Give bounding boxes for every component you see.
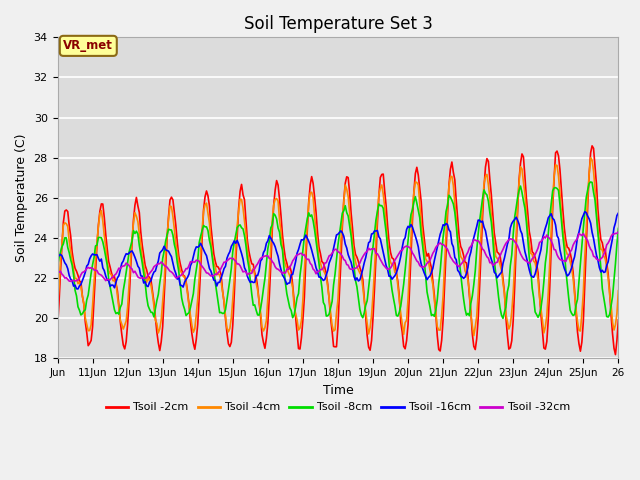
Tsoil -4cm	[444, 204, 451, 209]
Tsoil -4cm	[614, 288, 622, 294]
Line: Tsoil -2cm: Tsoil -2cm	[58, 146, 618, 355]
Tsoil -4cm	[67, 249, 74, 254]
Tsoil -16cm	[286, 280, 294, 286]
Tsoil -16cm	[54, 253, 61, 259]
Tsoil -2cm	[67, 233, 74, 239]
Tsoil -32cm	[428, 254, 435, 260]
Tsoil -8cm	[284, 298, 292, 304]
Line: Tsoil -4cm: Tsoil -4cm	[58, 157, 618, 336]
Tsoil -2cm	[284, 267, 292, 273]
Tsoil -4cm	[426, 267, 434, 273]
Tsoil -2cm	[588, 143, 596, 149]
Tsoil -16cm	[445, 227, 452, 233]
Tsoil -8cm	[426, 304, 434, 310]
Tsoil -32cm	[286, 264, 294, 270]
Legend: Tsoil -2cm, Tsoil -4cm, Tsoil -8cm, Tsoil -16cm, Tsoil -32cm: Tsoil -2cm, Tsoil -4cm, Tsoil -8cm, Tsoi…	[101, 398, 575, 417]
Tsoil -32cm	[54, 268, 61, 274]
Tsoil -2cm	[614, 317, 622, 323]
Line: Tsoil -32cm: Tsoil -32cm	[58, 232, 618, 281]
Tsoil -32cm	[68, 278, 76, 284]
Line: Tsoil -16cm: Tsoil -16cm	[58, 212, 618, 289]
Tsoil -16cm	[428, 270, 435, 276]
Tsoil -16cm	[67, 276, 74, 282]
Tsoil -8cm	[350, 264, 358, 269]
Tsoil -8cm	[67, 257, 74, 263]
Tsoil -16cm	[105, 278, 113, 284]
Tsoil -32cm	[614, 229, 622, 235]
Tsoil -8cm	[614, 226, 622, 231]
Text: VR_met: VR_met	[63, 39, 113, 52]
Tsoil -32cm	[67, 278, 74, 284]
Line: Tsoil -8cm: Tsoil -8cm	[58, 182, 618, 318]
X-axis label: Time: Time	[323, 384, 353, 396]
Tsoil -16cm	[614, 210, 622, 216]
Tsoil -4cm	[54, 300, 61, 306]
Tsoil -2cm	[103, 246, 111, 252]
Tsoil -4cm	[284, 269, 292, 275]
Tsoil -2cm	[426, 259, 434, 265]
Tsoil -16cm	[74, 286, 82, 292]
Tsoil -2cm	[612, 352, 620, 358]
Tsoil -2cm	[444, 212, 451, 218]
Tsoil -8cm	[103, 262, 111, 268]
Tsoil -16cm	[581, 209, 589, 215]
Tsoil -4cm	[470, 333, 477, 338]
Tsoil -8cm	[54, 264, 61, 269]
Tsoil -4cm	[587, 155, 595, 160]
Tsoil -4cm	[350, 251, 358, 257]
Tsoil -32cm	[105, 277, 113, 283]
Tsoil -2cm	[350, 243, 358, 249]
Tsoil -8cm	[499, 315, 507, 321]
Y-axis label: Soil Temperature (C): Soil Temperature (C)	[15, 133, 28, 262]
Tsoil -4cm	[103, 258, 111, 264]
Tsoil -8cm	[587, 179, 595, 185]
Tsoil -8cm	[444, 203, 451, 208]
Tsoil -32cm	[351, 265, 359, 271]
Tsoil -16cm	[351, 277, 359, 283]
Tsoil -2cm	[54, 324, 61, 330]
Title: Soil Temperature Set 3: Soil Temperature Set 3	[243, 15, 433, 33]
Tsoil -32cm	[445, 250, 452, 256]
